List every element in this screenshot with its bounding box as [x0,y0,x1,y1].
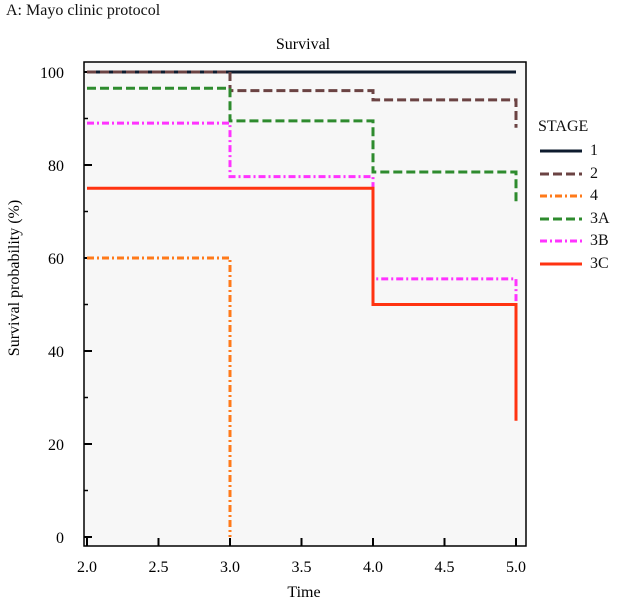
legend: STAGE 1 2 4 3A 3B 3C [538,118,610,275]
x-tick-label: 2.0 [77,559,97,576]
legend-swatch [540,172,582,176]
legend-label: 3B [590,232,609,250]
y-tick-label: 20 [48,437,64,454]
x-tick-label: 4.0 [363,559,383,576]
legend-item: 3A [538,208,610,231]
legend-item: 3B [538,230,610,253]
y-axis-ticks: 0 20 40 60 80 100 [40,65,92,547]
series-line-3a [87,86,518,205]
x-tick-label: 2.5 [149,559,169,576]
legend-item: 1 [538,140,610,163]
series-line-2 [87,70,518,128]
y-tick-label: 80 [48,158,64,175]
legend-swatch [540,194,582,198]
x-tick-label: 3.5 [292,559,312,576]
x-axis-label: Time [287,584,320,601]
legend-label: 4 [590,187,598,205]
legend-label: 2 [590,164,598,182]
legend-item: 3C [538,253,610,276]
y-tick-label: 100 [40,65,64,82]
legend-swatch [540,217,582,221]
legend-items: 1 2 4 3A 3B 3C [538,140,610,275]
y-tick-label: 60 [48,251,64,268]
legend-label: 1 [590,142,598,160]
legend-item: 2 [538,163,610,186]
x-tick-label: 4.5 [435,559,455,576]
chart-title: Survival [276,36,331,53]
legend-label: 3C [590,254,609,272]
legend-swatch [540,262,582,266]
y-tick-label: 0 [56,530,64,547]
series-line-4 [87,256,232,537]
y-tick-label: 40 [48,344,64,361]
series-line-3c [87,186,518,421]
legend-swatch [540,239,582,243]
legend-item: 4 [538,185,610,208]
x-tick-label: 3.0 [220,559,240,576]
panel-label: A: Mayo clinic protocol [6,2,161,19]
legend-swatch [540,149,582,153]
y-axis-label: Survival probability (%) [6,200,23,356]
series-layer [87,70,518,537]
x-axis-ticks: 2.0 2.5 3.0 3.5 4.0 4.5 5.0 [77,538,526,576]
legend-title: STAGE [538,118,589,135]
legend-label: 3A [590,209,610,227]
x-tick-label: 5.0 [506,559,526,576]
